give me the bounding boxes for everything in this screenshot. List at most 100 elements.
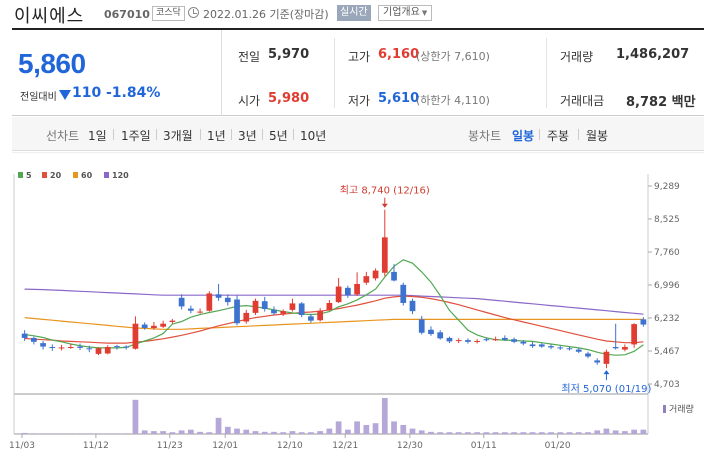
period-1week[interactable]: 1주일 (121, 129, 151, 143)
divider (113, 129, 114, 140)
volume-bar (529, 432, 536, 434)
volume-bar (594, 430, 601, 434)
company-info-dropdown[interactable]: 기업개요 ▼ (378, 5, 433, 21)
candlestick-chart[interactable]: 5 20 60 120 9,289 8,525 7,760 6,996 6,232 5,467 4,… (0, 151, 713, 469)
period-5year[interactable]: 5년 (269, 129, 288, 143)
upper-limit: (상한가 7,610) (416, 50, 490, 63)
x-tick-label: 01/11 (471, 441, 497, 451)
candle-body (603, 351, 610, 364)
realtime-button[interactable]: 실시간 (337, 5, 371, 21)
volume-bar (123, 433, 130, 434)
candle-body (455, 340, 462, 342)
down-arrow-icon (59, 90, 71, 100)
volume-bar (391, 421, 397, 434)
candle-body (123, 346, 130, 348)
candle-body (594, 360, 601, 363)
change-percent: -1.84% (106, 85, 161, 101)
down-arrow-icon (381, 203, 388, 208)
candle-body (465, 340, 471, 342)
candle-body (308, 316, 314, 321)
candle-body (391, 271, 397, 281)
volume-bar (363, 425, 370, 434)
volume-bar (575, 432, 582, 434)
period-10year[interactable]: 10년 (300, 129, 327, 143)
candle-body (446, 337, 453, 342)
up-arrow-icon (603, 370, 610, 375)
candle-body (372, 270, 379, 279)
candle-body (612, 346, 619, 349)
volume-bar (243, 429, 250, 434)
change-value: 110 (72, 85, 102, 101)
candle-body (67, 346, 74, 348)
x-tick-label: 11/03 (9, 441, 35, 451)
candle-body (640, 319, 647, 325)
candle-body (585, 353, 591, 357)
candle-monthly[interactable]: 월봉 (586, 129, 609, 143)
legend-label-60: 60 (81, 171, 93, 180)
candle-body (381, 237, 388, 273)
candle-chart-label: 봉차트 (468, 129, 502, 143)
volume-bar (418, 430, 425, 434)
candle-body (492, 339, 499, 341)
candle-body (298, 303, 305, 316)
volume-bar (631, 429, 638, 434)
candle-body (30, 337, 37, 342)
quote-date: 2022.01.26 기준(장마감) (203, 8, 329, 21)
legend-label-5: 5 (26, 171, 32, 180)
y-tick-label: 4,703 (654, 380, 680, 390)
volume-bar (86, 433, 93, 434)
low-value: 5,610 (378, 91, 420, 106)
prev-close-value: 5,970 (268, 47, 310, 62)
candle-daily[interactable]: 일봉 (512, 129, 535, 143)
clock-icon (188, 7, 199, 18)
ma120-line (24, 288, 644, 315)
candle-body (566, 348, 573, 350)
candle-body (354, 283, 360, 295)
period-3month[interactable]: 3개월 (163, 129, 193, 143)
volume-bar (95, 433, 102, 434)
candle-body (261, 301, 268, 310)
candle-body (326, 302, 333, 310)
amount-value: 8,782 백만 (626, 95, 696, 110)
volume-bar (271, 431, 277, 434)
candle-body (114, 346, 120, 348)
candle-body (132, 323, 139, 349)
volume-bar (197, 431, 203, 434)
candle-body (206, 293, 213, 311)
volume-label: 거래량 (560, 50, 594, 64)
period-3year[interactable]: 3년 (238, 129, 257, 143)
legend-label-120: 120 (112, 171, 129, 180)
candle-body (95, 348, 102, 354)
chart-svg: 5 20 60 120 9,289 8,525 7,760 6,996 6,232 5,467 4,… (9, 151, 704, 451)
candle-body (520, 341, 527, 344)
candle-body (289, 303, 296, 310)
candle-body (363, 276, 370, 283)
volume-bar (400, 425, 407, 434)
volume-bar (520, 432, 527, 434)
candle-weekly[interactable]: 주봉 (547, 129, 570, 143)
y-tick-label: 6,232 (654, 314, 680, 324)
volume-bar (603, 428, 610, 434)
volume-bar (465, 432, 471, 434)
low-annotation: 최저 5,070 (01/19) (561, 383, 651, 395)
candle-body (104, 346, 111, 354)
candle-body (40, 343, 46, 347)
candle-body (538, 344, 545, 347)
low-label: 저가 (348, 94, 371, 108)
volume-bar (446, 432, 453, 434)
volume-value: 1,486,207 (616, 47, 690, 62)
legend-swatch-20 (42, 172, 47, 178)
candle-body (21, 333, 28, 338)
period-1day[interactable]: 1일 (88, 129, 107, 143)
volume-bar (492, 432, 499, 434)
candle-body (474, 340, 481, 342)
volume-bar (585, 432, 591, 434)
period-1year[interactable]: 1년 (207, 129, 226, 143)
volume-bar (224, 426, 231, 434)
candle-body (529, 344, 536, 347)
y-tick-label: 9,289 (654, 182, 680, 192)
divider (334, 38, 335, 108)
legend-swatch-120 (104, 172, 109, 178)
lower-limit: (하한가 4,110) (416, 94, 490, 107)
stock-name: 이씨에스 (14, 6, 85, 27)
